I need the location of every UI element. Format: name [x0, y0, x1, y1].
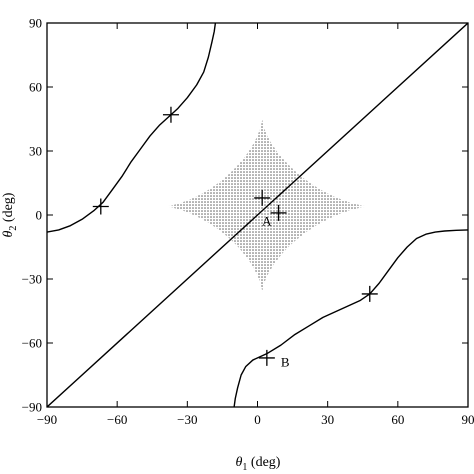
x-tick-label: −90 [37, 412, 57, 427]
y-tick-label: 60 [29, 80, 42, 95]
x-tick-label: −30 [177, 412, 197, 427]
x-tick-label: 60 [391, 412, 404, 427]
y-tick-label: 30 [29, 144, 42, 159]
x-tick-label: −60 [107, 412, 127, 427]
annotation-A: A [262, 214, 272, 229]
marker-A2 [270, 204, 287, 221]
marker-upper-2 [92, 198, 109, 215]
diagonal-line [47, 23, 468, 407]
y-tick-label: 0 [36, 208, 43, 223]
curve-upper-left [47, 23, 217, 233]
marker-upper-1 [162, 106, 179, 123]
marker-lower-1 [361, 285, 378, 302]
x-axis-label: θ1 (deg) [236, 455, 281, 473]
y-tick-label: −90 [22, 400, 42, 415]
y-tick-label: 90 [29, 16, 42, 31]
y-axis-label: θ2 (deg) [1, 192, 19, 237]
x-tick-label: 0 [254, 412, 261, 427]
shaded-region [163, 119, 370, 292]
x-tick-label: 30 [321, 412, 334, 427]
marker-B [258, 349, 275, 366]
x-tick-label: 90 [462, 412, 474, 427]
y-tick-label: −30 [22, 272, 42, 287]
curve-lower-right [233, 229, 468, 407]
annotation-B: B [281, 354, 290, 369]
y-tick-label: −60 [22, 336, 42, 351]
marker-A1 [254, 189, 271, 206]
